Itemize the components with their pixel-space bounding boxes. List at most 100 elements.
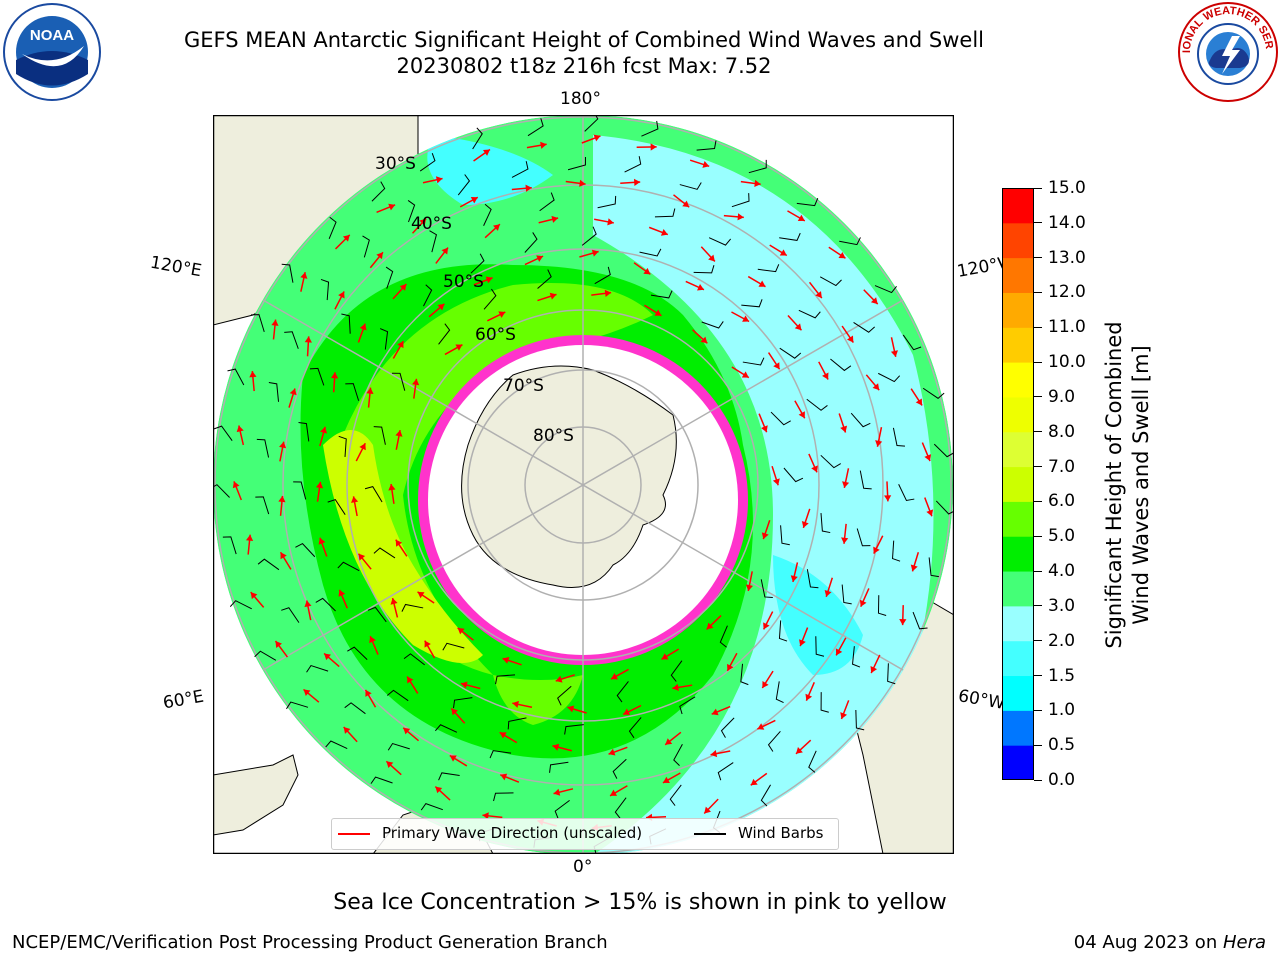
wind-barb xyxy=(806,569,819,589)
wind-barb xyxy=(922,387,945,399)
wind-barb xyxy=(878,372,901,383)
wave-arrow-head xyxy=(304,600,312,608)
wave-arrow-head xyxy=(485,276,493,284)
wave-arrow-head xyxy=(417,591,425,599)
wind-barb xyxy=(778,620,788,642)
wave-arrow-head xyxy=(482,149,490,156)
wave-arrow-head xyxy=(351,496,359,503)
wind-barb xyxy=(295,542,316,558)
wave-arrow-head xyxy=(890,350,898,357)
colorbar-cell xyxy=(1002,257,1034,293)
colorbar-tick-label: 10.0 xyxy=(1034,352,1086,372)
wind-barb xyxy=(902,334,922,351)
wind-barb xyxy=(256,438,270,458)
wind-barb xyxy=(806,398,828,411)
wave-arrow-head xyxy=(376,252,383,260)
wave-arrow-head xyxy=(390,598,398,605)
colorbar-tick-label: 4.0 xyxy=(1034,561,1075,581)
wind-barb xyxy=(434,724,458,733)
colorbar-cell xyxy=(1002,466,1034,502)
wave-arrow-head xyxy=(711,708,719,716)
wave-arrow-head xyxy=(700,336,708,344)
wind-barb xyxy=(641,120,659,137)
wave-arrow-head xyxy=(271,319,279,326)
wind-barb xyxy=(328,216,337,239)
branch-credit: NCEP/EMC/Verification Post Processing Pr… xyxy=(12,932,608,953)
lon-label-0: 0° xyxy=(573,857,593,877)
wave-arrow-head xyxy=(742,315,750,322)
wave-arrow-head xyxy=(899,619,907,626)
wave-arrow-head xyxy=(424,640,431,648)
wind-barb xyxy=(851,646,861,668)
wind-barb xyxy=(286,701,309,710)
legend-barb-label: Wind Barbs xyxy=(738,824,824,842)
wind-barb xyxy=(783,467,804,483)
wind-barb xyxy=(385,266,394,289)
colorbar-tick-label: 8.0 xyxy=(1034,422,1075,442)
wind-barb xyxy=(392,372,406,391)
colorbar-tick-label: 11.0 xyxy=(1034,317,1086,337)
wave-arrow-head xyxy=(365,689,372,697)
lat-label-40s: 40°S xyxy=(411,214,452,234)
wind-barb xyxy=(429,230,438,253)
wave-arrow-head xyxy=(593,134,601,142)
wave-arrow-head xyxy=(822,372,829,380)
wave-arrow-head xyxy=(824,590,832,597)
wave-arrow-head xyxy=(798,411,805,419)
wave-arrow-head xyxy=(525,184,532,192)
wind-barb xyxy=(760,579,773,599)
wind-barb xyxy=(325,740,348,750)
wind-barb xyxy=(815,636,825,657)
wind-barb xyxy=(537,269,552,289)
wind-barb xyxy=(597,195,617,209)
colorbar-ticks: 15.0 14.0 13.0 12.0 11.0 10.0 9.0 8.0 7.0 6.0 5.0 4… xyxy=(1034,178,1094,790)
wave-arrow-head xyxy=(232,481,240,489)
wind-barb xyxy=(808,750,817,773)
wave-arrow-head xyxy=(457,627,465,635)
wave-arrow-head xyxy=(815,291,822,299)
wave-arrow-head xyxy=(388,484,396,491)
wave-arrow-head xyxy=(551,215,559,223)
wave-arrow-head xyxy=(315,481,324,489)
wave-arrow-head xyxy=(498,311,506,318)
wind-barb xyxy=(327,499,346,515)
legend-barb-line xyxy=(694,833,726,835)
wind-barb xyxy=(928,557,939,578)
wave-arrow-head xyxy=(633,178,641,186)
wind-barb xyxy=(472,127,483,150)
wave-arrow-head xyxy=(796,747,803,754)
wave-arrow-head xyxy=(395,430,403,437)
colorbar-tick-label: 7.0 xyxy=(1034,457,1075,477)
wind-barb xyxy=(567,156,586,171)
wind-barb xyxy=(742,357,765,366)
wind-barb xyxy=(483,288,497,310)
wave-arrow-head xyxy=(926,509,934,517)
wave-arrow-head xyxy=(250,592,258,600)
lon-label-60e: 60°E xyxy=(161,686,206,714)
wind-barb xyxy=(344,702,366,715)
colorbar-tick-label: 1.0 xyxy=(1034,700,1075,720)
wave-arrow-head xyxy=(460,681,468,689)
wind-barb xyxy=(892,540,901,562)
wave-arrow-head xyxy=(910,564,918,572)
wind-barbs xyxy=(213,115,954,854)
wind-barb xyxy=(820,454,841,469)
wave-arrow-head xyxy=(359,443,366,451)
wave-arrow-head xyxy=(552,743,560,751)
wind-barb xyxy=(670,660,683,682)
wave-arrow-head xyxy=(499,732,507,739)
wave-arrow-head xyxy=(338,291,345,299)
wind-barb xyxy=(315,597,336,612)
wave-direction-arrows xyxy=(232,134,934,832)
wave-height-field xyxy=(213,115,953,854)
colorbar-border xyxy=(1002,188,1034,780)
wind-barb xyxy=(779,232,801,241)
wave-arrow-head xyxy=(512,700,519,708)
wind-barb xyxy=(830,358,852,372)
wave-arrow-head xyxy=(682,200,690,208)
wind-barb xyxy=(748,159,767,174)
wave-arrow-head xyxy=(567,705,575,713)
wind-barb xyxy=(298,422,310,442)
wind-barb xyxy=(420,803,443,811)
wave-arrow-head xyxy=(884,495,892,502)
